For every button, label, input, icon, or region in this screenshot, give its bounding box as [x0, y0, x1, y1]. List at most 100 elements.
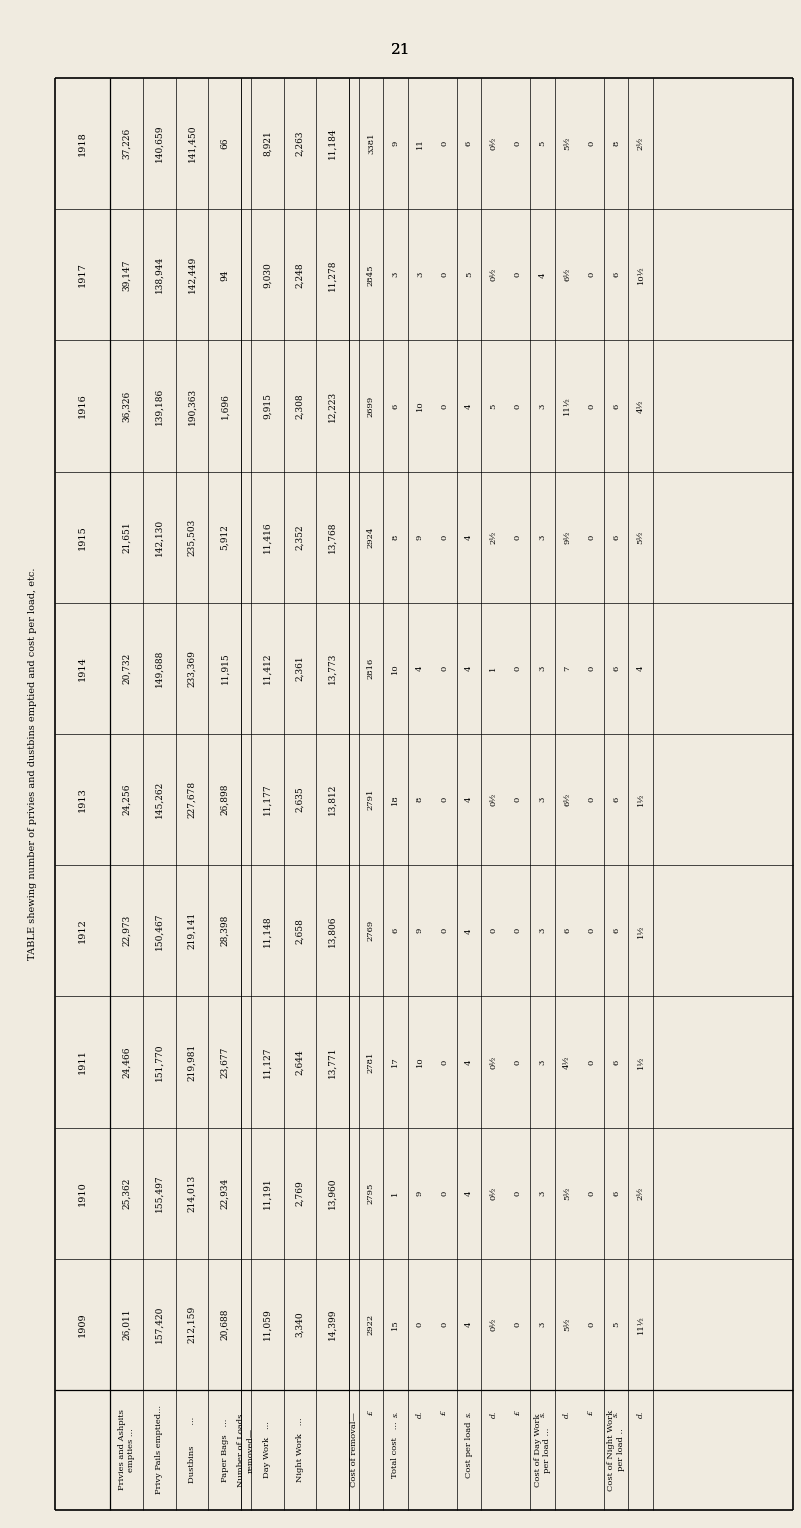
Text: 24,466: 24,466 — [123, 1047, 131, 1077]
Text: 13,771: 13,771 — [328, 1047, 337, 1077]
Text: 2816: 2816 — [367, 657, 375, 678]
Text: 6: 6 — [612, 666, 620, 671]
Text: 1912: 1912 — [78, 918, 87, 943]
Text: 1914: 1914 — [78, 656, 87, 681]
Text: 26,898: 26,898 — [220, 784, 229, 816]
Text: 4: 4 — [465, 1322, 473, 1328]
Text: 9: 9 — [392, 141, 400, 147]
Text: 0½: 0½ — [489, 1317, 497, 1331]
Text: 5,912: 5,912 — [220, 524, 229, 550]
Text: 18: 18 — [392, 795, 400, 805]
Text: 235,503: 235,503 — [187, 518, 196, 556]
Text: 1918: 1918 — [78, 131, 87, 156]
Text: s.: s. — [465, 1410, 473, 1416]
Text: 37,226: 37,226 — [123, 128, 131, 159]
Text: 0: 0 — [514, 798, 522, 802]
Text: 66: 66 — [220, 138, 229, 150]
Text: 6: 6 — [612, 535, 620, 539]
Text: 11,177: 11,177 — [263, 784, 272, 816]
Text: 13,960: 13,960 — [328, 1178, 337, 1209]
Text: 0½: 0½ — [489, 1187, 497, 1199]
Text: 2,658: 2,658 — [296, 918, 304, 944]
Text: Dustbins        ...: Dustbins ... — [188, 1416, 196, 1484]
Text: 3,340: 3,340 — [296, 1311, 304, 1337]
Text: 3: 3 — [416, 272, 424, 278]
Text: Cost of Day Work
per load ...: Cost of Day Work per load ... — [534, 1413, 551, 1487]
Text: 11,915: 11,915 — [220, 652, 229, 685]
Text: 11½: 11½ — [563, 397, 571, 416]
Text: 11,148: 11,148 — [263, 915, 272, 947]
Text: 11,059: 11,059 — [263, 1308, 272, 1340]
Text: 2,263: 2,263 — [296, 131, 304, 156]
Text: 5: 5 — [538, 141, 546, 147]
Text: 2795: 2795 — [367, 1183, 375, 1204]
Text: 13,806: 13,806 — [328, 915, 337, 946]
Text: 3: 3 — [538, 927, 546, 934]
Text: 21,651: 21,651 — [123, 521, 131, 553]
Text: 0: 0 — [514, 1190, 522, 1196]
Text: 24,256: 24,256 — [123, 784, 131, 816]
Text: Paper Bags   ...: Paper Bags ... — [221, 1418, 229, 1482]
Text: 6: 6 — [392, 403, 400, 408]
Text: 219,981: 219,981 — [187, 1044, 196, 1080]
Text: 10: 10 — [392, 663, 400, 674]
Text: d.: d. — [637, 1410, 645, 1418]
Text: 0: 0 — [514, 927, 522, 934]
Text: 2,352: 2,352 — [296, 524, 304, 550]
Text: 0½: 0½ — [489, 1056, 497, 1068]
Text: Day Work   ...: Day Work ... — [264, 1421, 272, 1479]
Text: 0: 0 — [587, 535, 595, 539]
Text: 212,159: 212,159 — [187, 1306, 196, 1343]
Text: 6: 6 — [612, 927, 620, 934]
Text: 13,773: 13,773 — [328, 652, 337, 685]
Text: 6½: 6½ — [563, 267, 571, 281]
Text: Privies and Ashpits
empties ...: Privies and Ashpits empties ... — [118, 1409, 135, 1490]
Text: 6: 6 — [392, 927, 400, 934]
Text: 6: 6 — [612, 1059, 620, 1065]
Text: 4: 4 — [465, 403, 473, 410]
Text: 94: 94 — [220, 269, 229, 281]
Text: 2,361: 2,361 — [296, 656, 304, 681]
Text: 10: 10 — [416, 1057, 424, 1068]
Text: s.: s. — [392, 1410, 400, 1416]
Text: 0: 0 — [587, 403, 595, 408]
Text: 8: 8 — [612, 141, 620, 147]
Text: 9: 9 — [416, 1190, 424, 1196]
Text: 6: 6 — [612, 403, 620, 408]
Text: 6: 6 — [612, 1190, 620, 1196]
Text: 3: 3 — [538, 1190, 546, 1196]
Text: £: £ — [587, 1412, 595, 1416]
Text: 0: 0 — [587, 798, 595, 802]
Text: 0: 0 — [587, 666, 595, 671]
Text: 2½: 2½ — [637, 138, 645, 150]
Text: 0½: 0½ — [489, 267, 497, 281]
Text: 7: 7 — [563, 666, 571, 671]
Text: 1915: 1915 — [78, 524, 87, 550]
Text: 4: 4 — [416, 666, 424, 671]
Text: 4: 4 — [465, 796, 473, 802]
Text: 11½: 11½ — [637, 1316, 645, 1334]
Text: 12,223: 12,223 — [328, 391, 337, 422]
Text: 5: 5 — [489, 403, 497, 408]
Text: 3: 3 — [538, 1322, 546, 1328]
Text: 219,141: 219,141 — [187, 912, 196, 949]
Text: Cost of Night Work
per load ..: Cost of Night Work per load .. — [607, 1409, 625, 1491]
Text: s.: s. — [538, 1410, 546, 1416]
Text: 26,011: 26,011 — [123, 1308, 131, 1340]
Text: 36,326: 36,326 — [123, 390, 131, 422]
Text: 25,362: 25,362 — [123, 1178, 131, 1209]
Text: 0: 0 — [441, 1322, 449, 1326]
Text: d.: d. — [416, 1410, 424, 1418]
Text: 11,416: 11,416 — [263, 521, 272, 553]
Text: 139,186: 139,186 — [155, 388, 164, 425]
Text: 9: 9 — [416, 535, 424, 539]
Text: 2769: 2769 — [367, 920, 375, 941]
Text: 2791: 2791 — [367, 788, 375, 810]
Text: 2,308: 2,308 — [296, 393, 304, 419]
Text: 149,688: 149,688 — [155, 649, 164, 688]
Text: 0: 0 — [587, 1190, 595, 1196]
Text: 145,262: 145,262 — [155, 781, 164, 817]
Text: 157,420: 157,420 — [155, 1306, 164, 1343]
Text: Number of Loads
removed—: Number of Loads removed— — [237, 1413, 255, 1487]
Text: 3: 3 — [538, 1059, 546, 1065]
